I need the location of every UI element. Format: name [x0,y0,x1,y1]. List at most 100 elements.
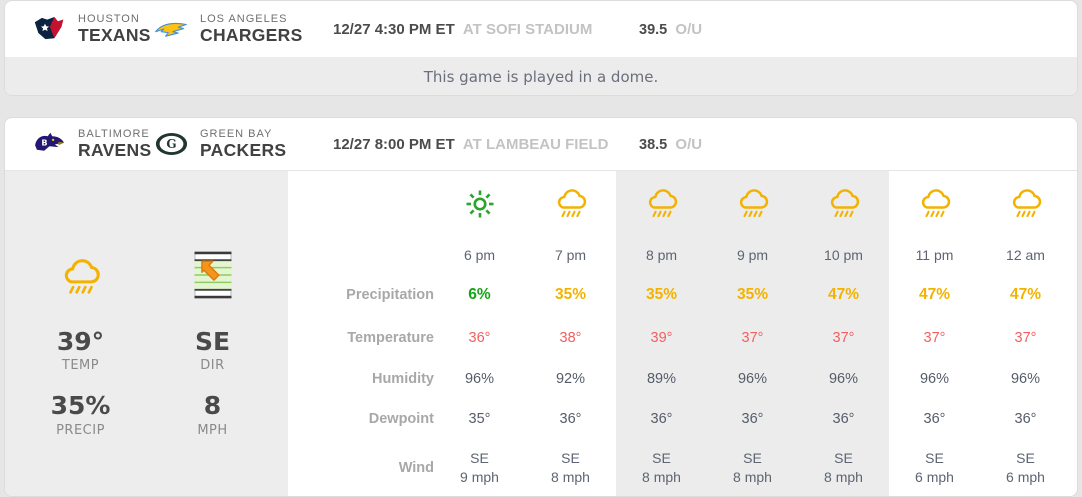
game-venue: AT LAMBEAU FIELD [462,135,609,153]
rain-cloud-icon [1009,189,1043,219]
hour-label: 7 pm [554,247,587,263]
team-away: HOUSTON TEXANS [31,13,153,46]
sun-icon [465,189,495,219]
rain-cloud-icon [554,189,588,219]
hour-column-8pm: 8 pm 35% 39° 89% 36° SE 8 mph [616,171,707,496]
precip-value: 47% [918,286,951,303]
dewpoint-value: 36° [741,411,764,427]
dewpoint-value: 36° [1014,411,1037,427]
dewpoint-value: 35° [468,411,491,427]
away-team-city: HOUSTON [78,12,140,25]
humidity-value: 92% [555,370,586,387]
game-meta: 12/27 4:30 PM ET AT SOFI STADIUM [311,21,639,38]
rain-cloud-icon [60,258,102,296]
game-card-texans-chargers: HOUSTON TEXANS LOS ANGELES CHARGERS 12/2… [4,0,1078,96]
game-datetime: 12/27 4:30 PM ET [333,20,455,38]
precip-value: 35% [645,286,678,303]
svg-text:B: B [41,138,47,148]
hour-column-7pm: 7 pm 35% 38° 92% 36° SE 8 mph [525,171,616,496]
hour-label: 8 pm [645,247,678,263]
team-away: B BALTIMORE RAVENS [31,128,153,161]
wind-value: SE 8 mph [551,450,590,485]
chargers-logo-icon [153,19,189,39]
hour-label: 12 am [1006,247,1045,263]
hour-column-9pm: 9 pm 35% 37° 96% 36° SE 8 mph [707,171,798,496]
current-precip-label: PRECIP [56,422,105,438]
dewpoint-value: 36° [923,411,946,427]
row-label-precipitation: Precipitation [346,287,434,303]
precip-value: 6% [468,286,491,303]
hour-label: 6 pm [463,247,496,263]
precip-value: 35% [736,286,769,303]
texans-logo-icon [31,15,67,42]
humidity-value: 96% [1010,370,1041,387]
over-under-value: 39.5 [639,21,668,38]
over-under: 39.5 O/U [639,21,702,38]
svg-text:G: G [166,137,176,151]
wind-value: SE 8 mph [642,450,681,485]
over-under: 38.5 O/U [639,136,702,153]
over-under-value: 38.5 [639,136,668,153]
dewpoint-value: 36° [650,411,673,427]
game-venue: AT SOFI STADIUM [462,20,593,38]
dewpoint-value: 36° [832,411,855,427]
rain-cloud-icon [827,189,861,219]
rain-cloud-icon [918,189,952,219]
game-meta: 12/27 8:00 PM ET AT LAMBEAU FIELD [311,136,639,153]
team-home: G GREEN BAY PACKERS [153,128,311,161]
humidity-value: 96% [919,370,950,387]
ravens-logo-icon: B [31,130,67,157]
home-team-name: CHARGERS [200,25,303,46]
humidity-value: 96% [737,370,768,387]
humidity-value: 89% [646,370,677,387]
row-label-dewpoint: Dewpoint [368,411,434,427]
current-wind-speed-value: 8 [203,391,222,421]
current-wind-speed-label: MPH [197,422,228,438]
current-precip-value: 35% [50,391,111,421]
temp-value: 36° [468,329,491,346]
current-temp-label: TEMP [61,358,100,374]
over-under-label: O/U [675,20,703,38]
current-wind-dir-label: DIR [200,358,225,374]
rain-cloud-icon [645,189,679,219]
temp-value: 38° [559,329,582,346]
precip-value: 47% [827,286,860,303]
game-header[interactable]: HOUSTON TEXANS LOS ANGELES CHARGERS 12/2… [5,1,1077,57]
team-home: LOS ANGELES CHARGERS [153,13,311,46]
hour-label: 10 pm [824,247,863,263]
game-header[interactable]: B BALTIMORE RAVENS G GREEN BAY PACKERS [5,118,1077,170]
hour-column-11pm: 11 pm 47% 37° 96% 36° SE 6 mph [889,171,980,496]
home-team-name: PACKERS [200,140,287,161]
weather-section: 39° TEMP 35% PRECIP [5,170,1077,496]
humidity-value: 96% [828,370,859,387]
humidity-value: 96% [464,370,495,387]
temp-value: 39° [650,329,673,346]
wind-value: SE 9 mph [460,450,499,485]
hour-column-12am: 12 am 47% 37° 96% 36° SE 6 mph [980,171,1071,496]
away-team-name: TEXANS [78,25,151,46]
forecast-table: Precipitation Temperature Humidity Dewpo… [288,171,1077,496]
precip-value: 35% [554,286,587,303]
temp-value: 37° [741,329,764,346]
home-team-city: LOS ANGELES [200,12,288,25]
game-card-ravens-packers: B BALTIMORE RAVENS G GREEN BAY PACKERS [4,117,1078,497]
temp-value: 37° [1014,329,1037,346]
wind-value: SE 8 mph [733,450,772,485]
dome-notice: This game is played in a dome. [5,57,1077,95]
hour-column-6pm: 6 pm 6% 36° 96% 35° SE 9 mph [434,171,525,496]
home-team-city: GREEN BAY [200,127,273,140]
away-team-city: BALTIMORE [78,127,150,140]
game-datetime: 12/27 8:00 PM ET [333,135,455,153]
current-wind-dir-value: SE [194,327,231,356]
hour-column-10pm: 10 pm 47% 37° 96% 36° SE 8 mph [798,171,889,496]
current-temp-value: 39° [56,327,105,356]
hour-label: 9 pm [736,247,769,263]
wind-value: SE 6 mph [915,450,954,485]
dewpoint-value: 36° [559,411,582,427]
temp-value: 37° [923,329,946,346]
temp-value: 37° [832,329,855,346]
hour-label: 11 pm [915,247,954,263]
away-team-name: RAVENS [78,140,152,161]
wind-value: SE 6 mph [1006,450,1045,485]
forecast-row-labels: Precipitation Temperature Humidity Dewpo… [288,171,434,496]
